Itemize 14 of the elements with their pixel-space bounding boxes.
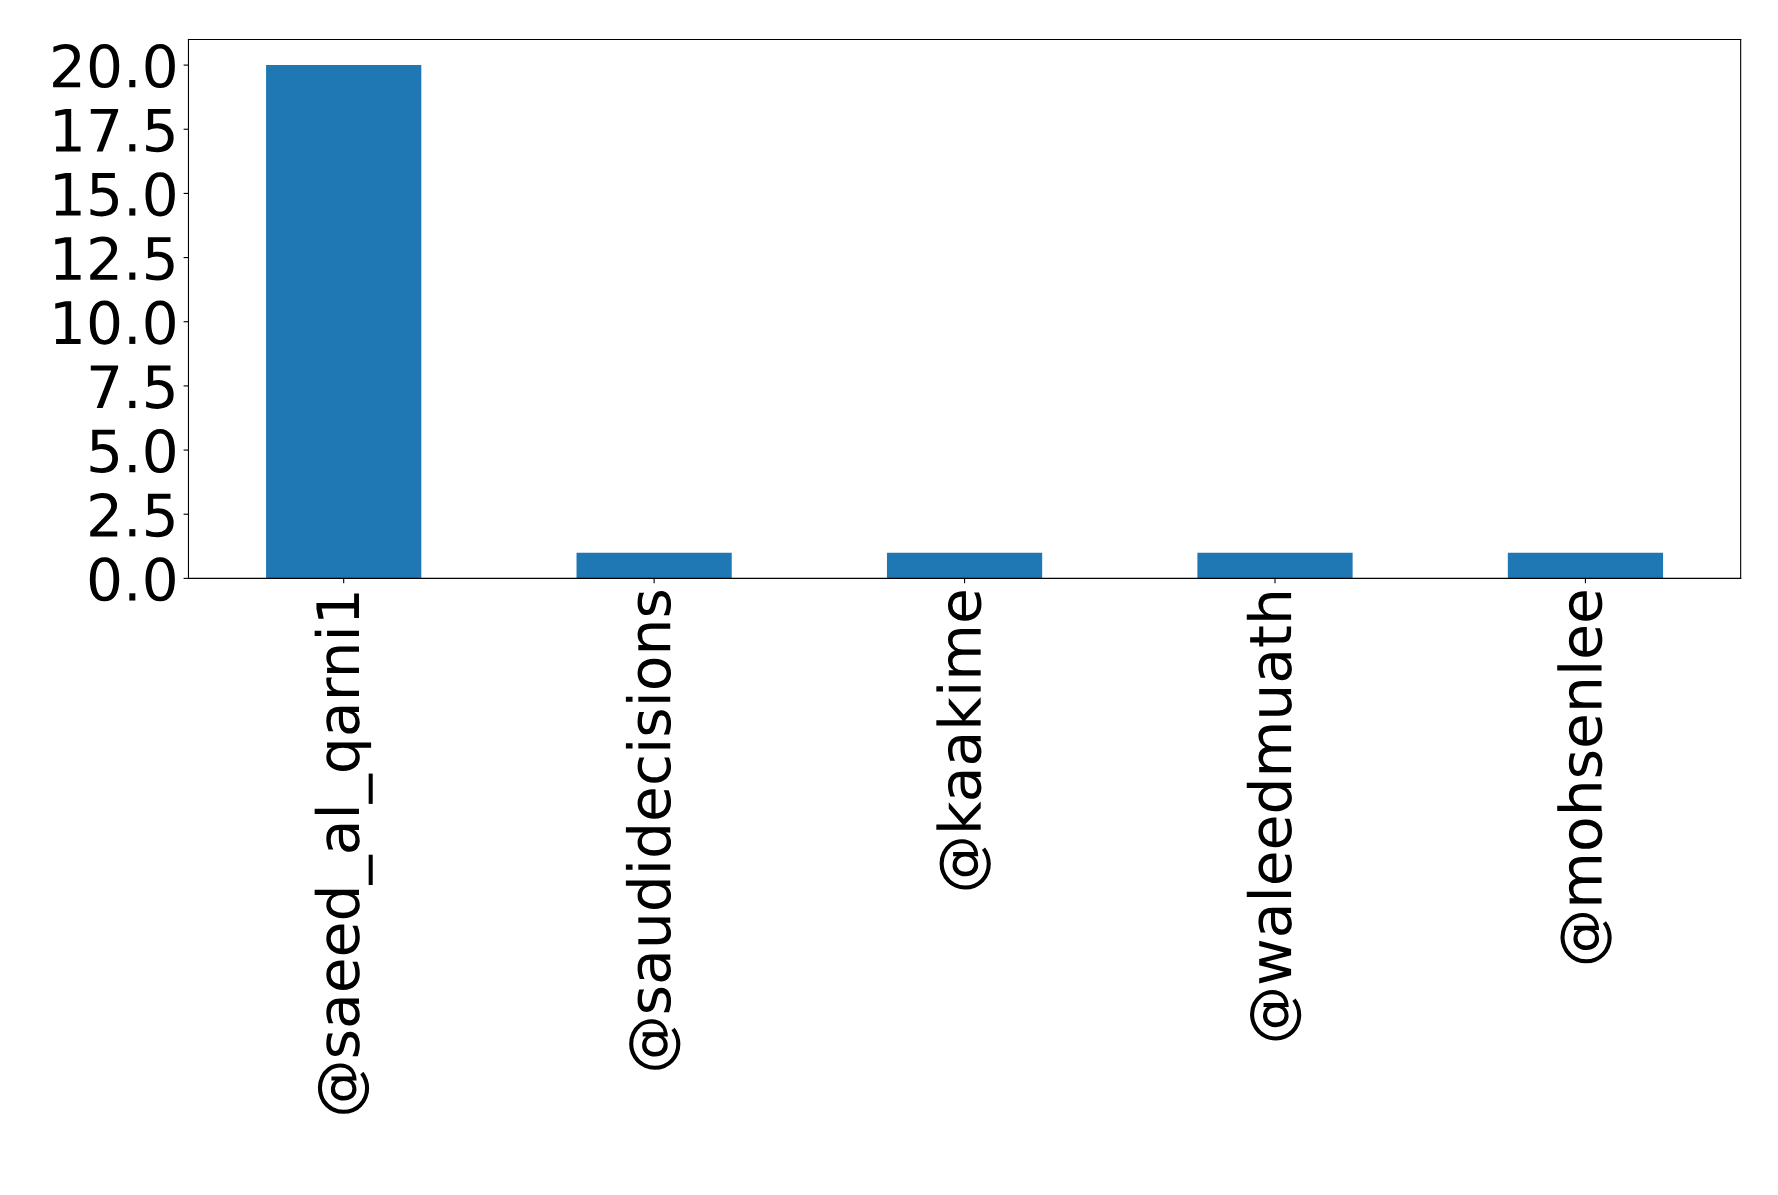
y-tick-label: 20.0: [53, 43, 175, 89]
x-tick-label: @waleedmuath: [1246, 593, 1302, 1041]
y-tick-label: 0.0: [89, 557, 175, 602]
y-tick-label: 17.5: [55, 108, 174, 153]
y-tick-label: 2.5: [90, 493, 174, 538]
y-tick-label: 7.5: [90, 365, 174, 409]
y-tick-label: 5.0: [90, 428, 175, 474]
x-tick-label: @saudidecisions: [625, 590, 681, 1070]
y-tick-label: 12.5: [55, 236, 174, 281]
y-tick-label: 15.0: [55, 172, 175, 217]
x-tick-label: @saeed_al_qarni1: [314, 593, 373, 1114]
x-tick-label: @kaakime: [936, 591, 991, 890]
y-tick-label: 10.0: [55, 300, 175, 345]
x-tick-label: @mohsenlee: [1557, 591, 1612, 964]
